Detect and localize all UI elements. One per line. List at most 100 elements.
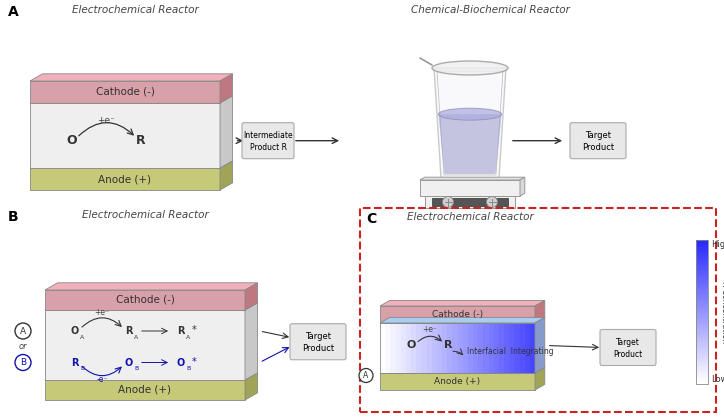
Bar [696, 240, 708, 384]
Ellipse shape [438, 108, 502, 120]
Bar [696, 276, 708, 278]
Bar [696, 281, 708, 283]
Bar [696, 341, 708, 343]
Text: *: * [192, 325, 197, 335]
Bar [696, 360, 708, 362]
Text: R: R [125, 326, 132, 336]
Polygon shape [45, 380, 245, 400]
Polygon shape [380, 300, 544, 306]
FancyBboxPatch shape [242, 123, 294, 159]
Bar [696, 374, 708, 377]
Text: -e⁻: -e⁻ [96, 375, 108, 383]
Circle shape [487, 197, 497, 207]
Text: Chemical-Biochemical Reactor: Chemical-Biochemical Reactor [411, 5, 570, 15]
Polygon shape [447, 323, 452, 373]
Bar [696, 339, 708, 341]
Bar [696, 249, 708, 252]
Text: B: B [186, 367, 190, 372]
Text: R: R [444, 341, 452, 351]
Bar [696, 357, 708, 360]
Text: A: A [20, 326, 26, 336]
Text: +e⁻: +e⁻ [95, 308, 109, 317]
Polygon shape [494, 323, 499, 373]
Polygon shape [463, 323, 468, 373]
Bar [696, 295, 708, 298]
Text: R Concentration: R Concentration [720, 281, 724, 343]
Bar [696, 271, 708, 273]
Text: High: High [711, 240, 724, 249]
Polygon shape [30, 161, 232, 168]
Bar [696, 300, 708, 302]
Polygon shape [395, 323, 400, 373]
Text: *: * [192, 357, 197, 367]
Bar [696, 331, 708, 333]
Bar [696, 307, 708, 310]
Polygon shape [245, 373, 258, 400]
Bar [696, 310, 708, 312]
Polygon shape [434, 68, 506, 178]
Polygon shape [535, 300, 544, 323]
Polygon shape [478, 323, 484, 373]
Polygon shape [509, 323, 514, 373]
Polygon shape [426, 323, 432, 373]
Text: Low: Low [711, 375, 724, 384]
Polygon shape [220, 161, 232, 190]
Text: O: O [406, 341, 416, 351]
Bar [696, 266, 708, 269]
Bar [696, 302, 708, 305]
Polygon shape [420, 180, 520, 196]
Polygon shape [45, 290, 245, 310]
Text: Cathode (-): Cathode (-) [432, 310, 483, 319]
Bar [696, 255, 708, 257]
Polygon shape [385, 323, 390, 373]
Bar [696, 350, 708, 353]
Polygon shape [30, 168, 220, 190]
Text: Cathode (-): Cathode (-) [96, 87, 154, 97]
Polygon shape [421, 323, 426, 373]
Polygon shape [45, 283, 258, 290]
Circle shape [359, 368, 373, 383]
Bar [696, 346, 708, 348]
Bar [696, 317, 708, 319]
FancyBboxPatch shape [290, 324, 346, 360]
Bar [696, 355, 708, 357]
Bar [696, 365, 708, 367]
Polygon shape [530, 323, 535, 373]
Polygon shape [520, 323, 525, 373]
Polygon shape [520, 177, 525, 196]
Text: Anode (+): Anode (+) [434, 377, 481, 386]
Bar [696, 353, 708, 355]
Text: O: O [177, 357, 185, 368]
Text: Electrochemical Reactor: Electrochemical Reactor [407, 212, 534, 222]
Bar [696, 273, 708, 276]
Polygon shape [380, 306, 535, 323]
Polygon shape [504, 323, 509, 373]
Polygon shape [484, 323, 489, 373]
Bar [696, 288, 708, 290]
Polygon shape [473, 323, 478, 373]
Polygon shape [420, 177, 525, 180]
Polygon shape [432, 323, 437, 373]
Bar [696, 333, 708, 336]
Bar [696, 283, 708, 286]
Bar [696, 322, 708, 324]
Bar [696, 336, 708, 339]
Text: R: R [71, 357, 79, 368]
Polygon shape [30, 74, 232, 81]
Text: A: A [8, 5, 19, 19]
Bar [696, 326, 708, 329]
Polygon shape [45, 310, 245, 380]
Polygon shape [390, 323, 395, 373]
Bar [696, 305, 708, 307]
Bar [696, 324, 708, 326]
Bar [432, 198, 508, 206]
Bar [696, 252, 708, 255]
Bar [696, 312, 708, 315]
Circle shape [15, 323, 31, 339]
Polygon shape [30, 81, 220, 103]
Text: C: C [366, 212, 376, 226]
Polygon shape [425, 196, 515, 208]
Bar [696, 329, 708, 331]
Text: A: A [186, 335, 190, 340]
Bar [696, 247, 708, 249]
